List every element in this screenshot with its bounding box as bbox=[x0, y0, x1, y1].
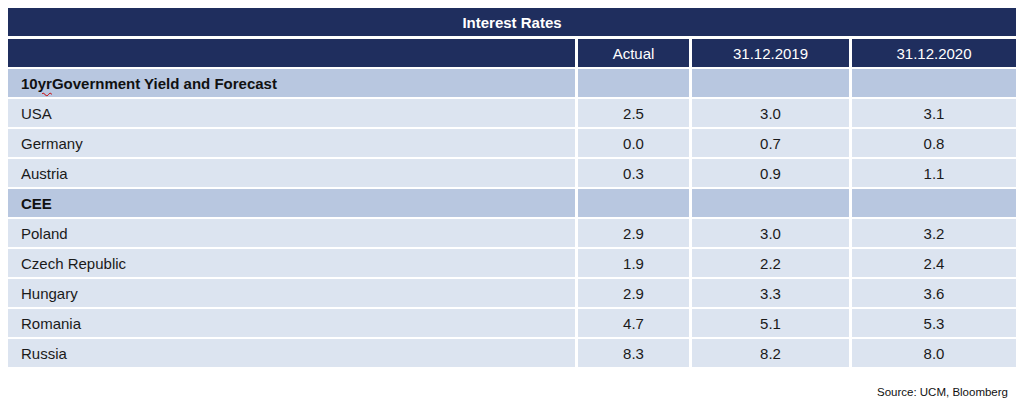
row-actual-value: 0.3 bbox=[578, 159, 689, 187]
header-cell-actual: Actual bbox=[578, 39, 689, 67]
row-actual-value: 8.3 bbox=[578, 339, 689, 367]
header-cell-region bbox=[8, 39, 575, 67]
section-empty-cell bbox=[852, 69, 1016, 97]
row-2020-value: 8.0 bbox=[852, 339, 1016, 367]
row-actual-value: 0.0 bbox=[578, 129, 689, 157]
row-2019-value: 8.2 bbox=[692, 339, 849, 367]
row-2019-value: 3.3 bbox=[692, 279, 849, 307]
table-row-usa: USA 2.5 3.0 3.1 bbox=[8, 99, 1016, 127]
table-row-hungary: Hungary 2.9 3.3 3.6 bbox=[8, 279, 1016, 307]
row-2019-value: 3.0 bbox=[692, 99, 849, 127]
header-cell-2019: 31.12.2019 bbox=[692, 39, 849, 67]
row-actual-value: 2.5 bbox=[578, 99, 689, 127]
header-cell-2020: 31.12.2020 bbox=[852, 39, 1016, 67]
row-label: Austria bbox=[8, 159, 575, 187]
table-row-romania: Romania 4.7 5.1 5.3 bbox=[8, 309, 1016, 337]
row-2020-value: 1.1 bbox=[852, 159, 1016, 187]
table-row-poland: Poland 2.9 3.0 3.2 bbox=[8, 219, 1016, 247]
column-header-row: Actual 31.12.2019 31.12.2020 bbox=[8, 39, 1016, 67]
row-label: Romania bbox=[8, 309, 575, 337]
row-2019-value: 5.1 bbox=[692, 309, 849, 337]
row-label: USA bbox=[8, 99, 575, 127]
row-actual-value: 1.9 bbox=[578, 249, 689, 277]
interest-rates-page: Interest Rates Actual 31.12.2019 31.12.2… bbox=[0, 0, 1024, 416]
section-row-gov-yield: 10 yr Government Yield and Forecast bbox=[8, 69, 1016, 97]
row-label: Germany bbox=[8, 129, 575, 157]
table-row-germany: Germany 0.0 0.7 0.8 bbox=[8, 129, 1016, 157]
row-actual-value: 2.9 bbox=[578, 279, 689, 307]
table-row-austria: Austria 0.3 0.9 1.1 bbox=[8, 159, 1016, 187]
section-label-cee: CEE bbox=[8, 189, 575, 217]
row-actual-value: 2.9 bbox=[578, 219, 689, 247]
row-2020-value: 3.6 bbox=[852, 279, 1016, 307]
row-label: Poland bbox=[8, 219, 575, 247]
interest-rates-table: Interest Rates Actual 31.12.2019 31.12.2… bbox=[8, 8, 1016, 369]
row-actual-value: 4.7 bbox=[578, 309, 689, 337]
row-2020-value: 5.3 bbox=[852, 309, 1016, 337]
row-2020-value: 3.2 bbox=[852, 219, 1016, 247]
row-2019-value: 3.0 bbox=[692, 219, 849, 247]
section-empty-cell bbox=[852, 189, 1016, 217]
section-label-gov-yield: 10 yr Government Yield and Forecast bbox=[8, 69, 575, 97]
table-title-bar: Interest Rates bbox=[8, 8, 1016, 36]
section-row-cee: CEE bbox=[8, 189, 1016, 217]
section-label-suffix: Government Yield and Forecast bbox=[52, 75, 277, 92]
row-2020-value: 2.4 bbox=[852, 249, 1016, 277]
source-note: Source: UCM, Bloomberg bbox=[877, 386, 1008, 398]
section-empty-cell bbox=[578, 69, 689, 97]
row-2020-value: 0.8 bbox=[852, 129, 1016, 157]
section-empty-cell bbox=[692, 69, 849, 97]
row-label: Russia bbox=[8, 339, 575, 367]
table-title: Interest Rates bbox=[462, 14, 561, 31]
table-row-czech-republic: Czech Republic 1.9 2.2 2.4 bbox=[8, 249, 1016, 277]
section-label-typo-word: yr bbox=[38, 75, 52, 92]
row-label: Hungary bbox=[8, 279, 575, 307]
section-label-prefix: 10 bbox=[21, 75, 38, 92]
row-label: Czech Republic bbox=[8, 249, 575, 277]
table-row-russia: Russia 8.3 8.2 8.0 bbox=[8, 339, 1016, 367]
section-empty-cell bbox=[692, 189, 849, 217]
row-2019-value: 2.2 bbox=[692, 249, 849, 277]
row-2020-value: 3.1 bbox=[852, 99, 1016, 127]
section-empty-cell bbox=[578, 189, 689, 217]
row-2019-value: 0.7 bbox=[692, 129, 849, 157]
row-2019-value: 0.9 bbox=[692, 159, 849, 187]
